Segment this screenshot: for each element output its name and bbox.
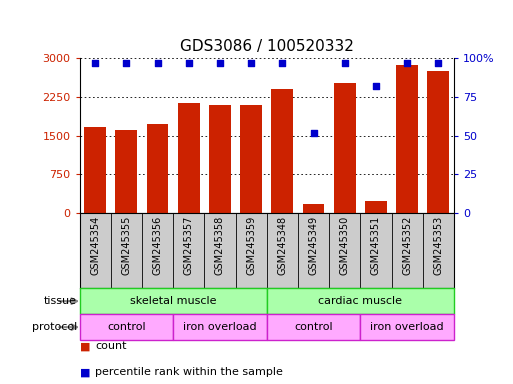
- Text: GSM245356: GSM245356: [152, 215, 163, 275]
- Point: [278, 60, 286, 66]
- Text: count: count: [95, 341, 126, 351]
- Bar: [84, 127, 106, 213]
- Text: protocol: protocol: [32, 322, 77, 332]
- Bar: [209, 105, 231, 213]
- Bar: [427, 71, 449, 213]
- Point: [91, 60, 99, 66]
- Bar: [178, 103, 200, 213]
- Title: GDS3086 / 100520332: GDS3086 / 100520332: [180, 39, 353, 54]
- Bar: [396, 65, 418, 213]
- Point: [341, 60, 349, 66]
- Point: [185, 60, 193, 66]
- Text: GSM245355: GSM245355: [122, 215, 131, 275]
- Text: GSM245352: GSM245352: [402, 215, 412, 275]
- Bar: [365, 201, 387, 213]
- Bar: [240, 105, 262, 213]
- Text: tissue: tissue: [44, 296, 77, 306]
- Bar: [360, 314, 454, 340]
- Text: GSM245350: GSM245350: [340, 215, 350, 275]
- Text: control: control: [294, 322, 333, 332]
- Text: GSM245354: GSM245354: [90, 215, 100, 275]
- Point: [372, 83, 380, 89]
- Point: [435, 60, 443, 66]
- Point: [247, 60, 255, 66]
- Bar: [80, 288, 267, 314]
- Point: [309, 129, 318, 136]
- Bar: [303, 204, 325, 213]
- Text: skeletal muscle: skeletal muscle: [130, 296, 216, 306]
- Text: cardiac muscle: cardiac muscle: [319, 296, 402, 306]
- Text: ■: ■: [80, 367, 90, 377]
- Bar: [267, 314, 360, 340]
- Point: [153, 60, 162, 66]
- Text: GSM245358: GSM245358: [215, 215, 225, 275]
- Bar: [267, 288, 454, 314]
- Point: [216, 60, 224, 66]
- Text: GSM245348: GSM245348: [278, 215, 287, 275]
- Text: control: control: [107, 322, 146, 332]
- Text: iron overload: iron overload: [183, 322, 257, 332]
- Text: GSM245357: GSM245357: [184, 215, 194, 275]
- Bar: [334, 83, 356, 213]
- Bar: [147, 124, 168, 213]
- Point: [403, 60, 411, 66]
- Text: GSM245359: GSM245359: [246, 215, 256, 275]
- Text: GSM245351: GSM245351: [371, 215, 381, 275]
- Bar: [80, 314, 173, 340]
- Text: iron overload: iron overload: [370, 322, 444, 332]
- Bar: [115, 130, 137, 213]
- Text: GSM245353: GSM245353: [433, 215, 443, 275]
- Text: percentile rank within the sample: percentile rank within the sample: [95, 367, 283, 377]
- Text: ■: ■: [80, 341, 90, 351]
- Text: GSM245349: GSM245349: [309, 215, 319, 275]
- Point: [122, 60, 130, 66]
- Bar: [271, 89, 293, 213]
- Bar: [173, 314, 267, 340]
